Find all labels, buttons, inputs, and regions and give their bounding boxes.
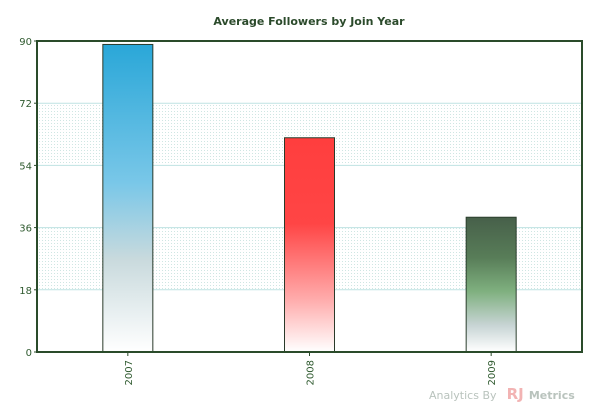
credit-prefix: Analytics By: [429, 389, 497, 402]
credit-brand-rest: Metrics: [529, 389, 575, 402]
svg-text:Analytics By RJ Me: Analytics By RJ Metrics: [429, 384, 575, 403]
bars: [102, 43, 517, 353]
x-tick-label: 2008: [306, 360, 317, 385]
x-tick-label: 2007: [124, 360, 135, 385]
bar-2008: [284, 137, 335, 353]
x-tick-label: 2009: [487, 360, 498, 385]
bar-2007: [102, 43, 154, 353]
y-tick-label: 0: [26, 348, 32, 359]
x-axis-ticks: 2007 2008 2009: [124, 352, 498, 385]
y-axis-ticks: 0 18 36 54 72 90: [19, 37, 32, 359]
bar-2009: [465, 216, 517, 353]
y-tick-label: 72: [19, 99, 32, 110]
analytics-credit: Analytics By RJ Metrics: [429, 384, 575, 403]
chart-title: Average Followers by Join Year: [213, 15, 405, 28]
y-tick-label: 90: [19, 37, 32, 48]
credit-brand-rj: RJ: [507, 385, 524, 403]
y-tick-label: 54: [19, 161, 32, 172]
y-tick-label: 36: [19, 224, 32, 235]
y-tick-label: 18: [19, 286, 32, 297]
